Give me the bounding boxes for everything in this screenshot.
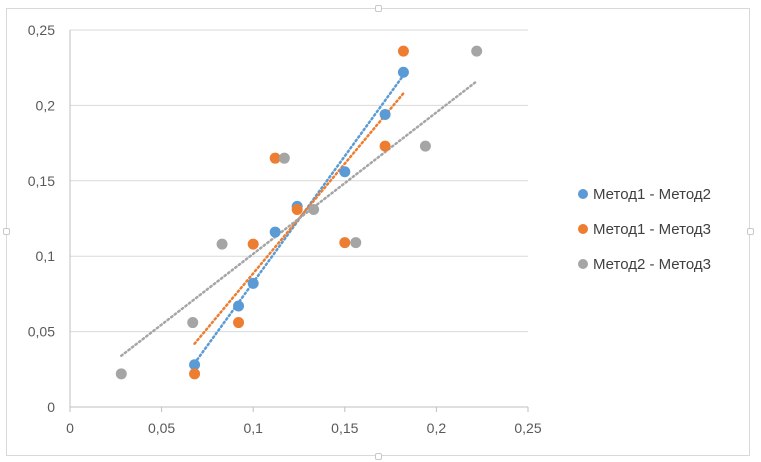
data-point-series-3[interactable] bbox=[419, 140, 431, 152]
legend-label: Метод2 - Метод3 bbox=[593, 256, 711, 273]
data-point-series-2[interactable] bbox=[247, 238, 259, 250]
resize-handle-bottom[interactable] bbox=[375, 453, 382, 460]
data-point-series-1[interactable] bbox=[247, 277, 259, 289]
data-point-series-3[interactable] bbox=[471, 45, 483, 57]
resize-handle-left[interactable] bbox=[3, 228, 10, 235]
x-axis-tick-labels: 0 0,05 0,1 0,15 0,2 0,25 bbox=[66, 420, 542, 436]
legend-item-series-2[interactable]: Метод1 - Метод3 bbox=[578, 221, 711, 238]
data-point-series-3[interactable] bbox=[216, 238, 228, 250]
trendlines bbox=[120, 73, 478, 365]
legend-marker bbox=[578, 224, 588, 234]
x-tick-label: 0,15 bbox=[331, 420, 358, 436]
data-point-series-2[interactable] bbox=[291, 203, 303, 215]
y-tick-label: 0,05 bbox=[28, 324, 55, 340]
legend-marker bbox=[578, 259, 588, 269]
x-tick-label: 0,2 bbox=[427, 420, 447, 436]
data-point-series-2[interactable] bbox=[397, 45, 409, 57]
data-point-series-2[interactable] bbox=[189, 368, 201, 380]
data-point-series-3[interactable] bbox=[278, 152, 290, 164]
legend-label: Метод1 - Метод2 bbox=[593, 186, 711, 203]
data-point-series-3[interactable] bbox=[187, 317, 199, 329]
data-point-series-1[interactable] bbox=[269, 226, 281, 238]
x-tick-label: 0,1 bbox=[243, 420, 263, 436]
y-axis-tick-labels: 0 0,05 0,1 0,15 0,2 0,25 bbox=[28, 22, 55, 415]
resize-handle-top[interactable] bbox=[375, 5, 382, 12]
data-point-series-1[interactable] bbox=[189, 359, 201, 371]
y-tick-label: 0 bbox=[47, 399, 55, 415]
data-points bbox=[115, 45, 483, 380]
legend-item-series-3[interactable]: Метод2 - Метод3 bbox=[578, 256, 711, 273]
x-tick-label: 0,25 bbox=[514, 420, 541, 436]
data-point-series-3[interactable] bbox=[115, 368, 127, 380]
data-point-series-1[interactable] bbox=[233, 300, 245, 312]
legend-item-series-1[interactable]: Метод1 - Метод2 bbox=[578, 186, 711, 203]
data-point-series-3[interactable] bbox=[308, 203, 320, 215]
y-tick-label: 0,15 bbox=[28, 173, 55, 189]
legend-marker bbox=[578, 189, 588, 199]
data-point-series-1[interactable] bbox=[379, 108, 391, 120]
x-tick-label: 0 bbox=[66, 420, 74, 436]
data-point-series-1[interactable] bbox=[397, 66, 409, 78]
data-point-series-2[interactable] bbox=[339, 237, 351, 249]
data-point-series-2[interactable] bbox=[233, 317, 245, 329]
legend-label: Метод1 - Метод3 bbox=[593, 221, 711, 238]
data-point-series-2[interactable] bbox=[269, 152, 281, 164]
trendline-series-3 bbox=[120, 80, 478, 357]
data-point-series-2[interactable] bbox=[379, 140, 391, 152]
axes bbox=[69, 30, 529, 412]
y-tick-label: 0,1 bbox=[36, 248, 56, 264]
data-point-series-3[interactable] bbox=[350, 237, 362, 249]
resize-handle-right[interactable] bbox=[747, 228, 754, 235]
y-tick-label: 0,2 bbox=[36, 97, 56, 113]
legend[interactable]: Метод1 - Метод2 Метод1 - Метод3 Метод2 - М… bbox=[578, 186, 711, 273]
y-tick-label: 0,25 bbox=[28, 22, 55, 38]
data-point-series-1[interactable] bbox=[339, 166, 351, 178]
gridlines bbox=[70, 29, 528, 333]
x-tick-label: 0,05 bbox=[148, 420, 175, 436]
